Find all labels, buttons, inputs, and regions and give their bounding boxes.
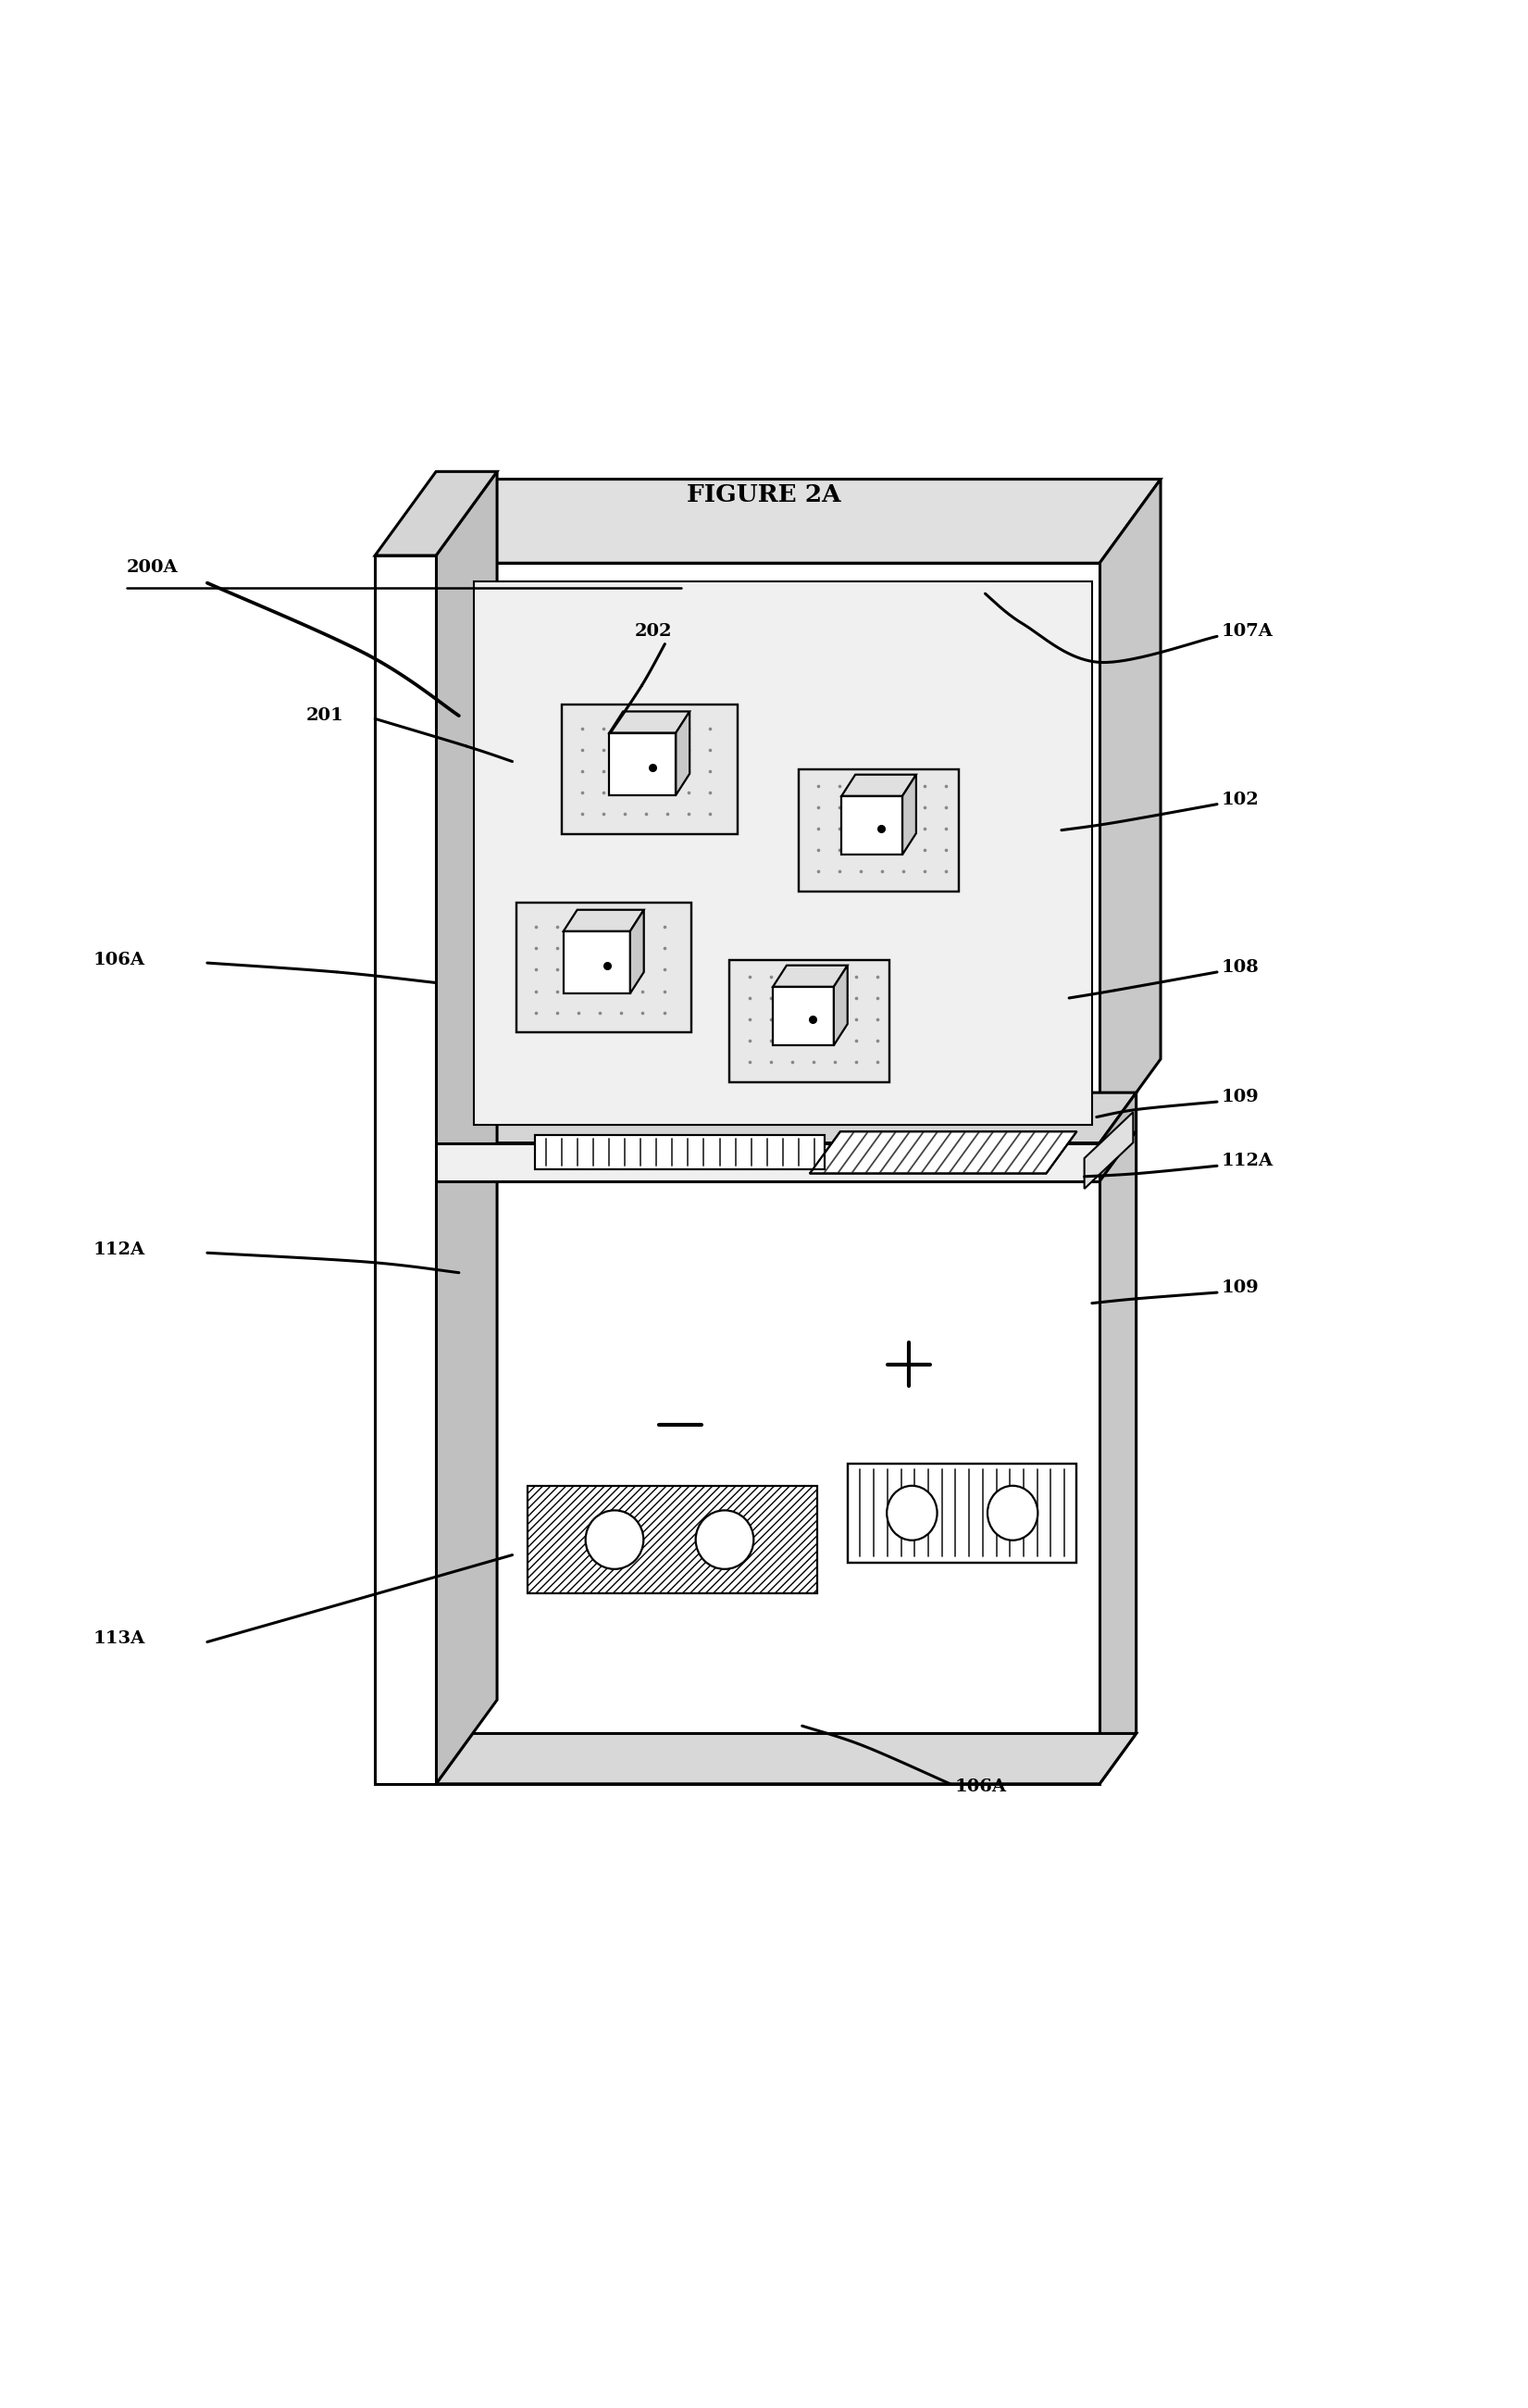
Ellipse shape <box>886 1486 937 1541</box>
Polygon shape <box>842 775 917 797</box>
Polygon shape <box>1100 479 1161 1144</box>
Polygon shape <box>435 1144 1100 1180</box>
Polygon shape <box>810 1132 1077 1173</box>
Text: 102: 102 <box>1221 792 1259 809</box>
Polygon shape <box>564 910 643 932</box>
Polygon shape <box>562 703 738 833</box>
Polygon shape <box>1085 1112 1134 1190</box>
Polygon shape <box>374 472 497 556</box>
Text: 112A: 112A <box>1221 1153 1273 1170</box>
Polygon shape <box>535 1134 825 1168</box>
Text: 106A: 106A <box>93 951 145 968</box>
Text: 200A: 200A <box>127 559 177 576</box>
Polygon shape <box>773 966 848 987</box>
Text: 113A: 113A <box>93 1630 145 1647</box>
Text: 107A: 107A <box>1221 624 1273 641</box>
Ellipse shape <box>585 1510 643 1570</box>
Ellipse shape <box>987 1486 1038 1541</box>
Polygon shape <box>1100 1132 1137 1784</box>
Polygon shape <box>564 932 630 995</box>
Text: 109: 109 <box>1221 1088 1259 1105</box>
Text: 201: 201 <box>307 708 344 725</box>
Text: 109: 109 <box>1221 1279 1259 1296</box>
Polygon shape <box>610 710 689 732</box>
Polygon shape <box>435 1734 1137 1784</box>
Polygon shape <box>730 961 889 1081</box>
Text: 112A: 112A <box>93 1243 145 1257</box>
Text: 202: 202 <box>634 624 672 641</box>
Polygon shape <box>474 580 1093 1125</box>
Polygon shape <box>675 710 689 795</box>
Polygon shape <box>610 732 675 795</box>
Polygon shape <box>435 479 1161 563</box>
Polygon shape <box>516 903 692 1033</box>
Polygon shape <box>903 775 917 855</box>
Polygon shape <box>630 910 643 995</box>
Polygon shape <box>1100 1093 1137 1180</box>
Polygon shape <box>798 768 958 891</box>
Polygon shape <box>842 797 903 855</box>
Text: 106A: 106A <box>955 1780 1007 1796</box>
Polygon shape <box>435 563 1100 1144</box>
Polygon shape <box>435 1180 1100 1784</box>
Text: 108: 108 <box>1221 958 1259 975</box>
Polygon shape <box>527 1486 817 1594</box>
Polygon shape <box>773 987 834 1045</box>
Polygon shape <box>435 472 497 1784</box>
Polygon shape <box>374 556 435 1784</box>
Polygon shape <box>435 1093 1137 1144</box>
Text: FIGURE 2A: FIGURE 2A <box>688 484 840 506</box>
Ellipse shape <box>695 1510 753 1570</box>
Polygon shape <box>848 1464 1077 1563</box>
Polygon shape <box>834 966 848 1045</box>
